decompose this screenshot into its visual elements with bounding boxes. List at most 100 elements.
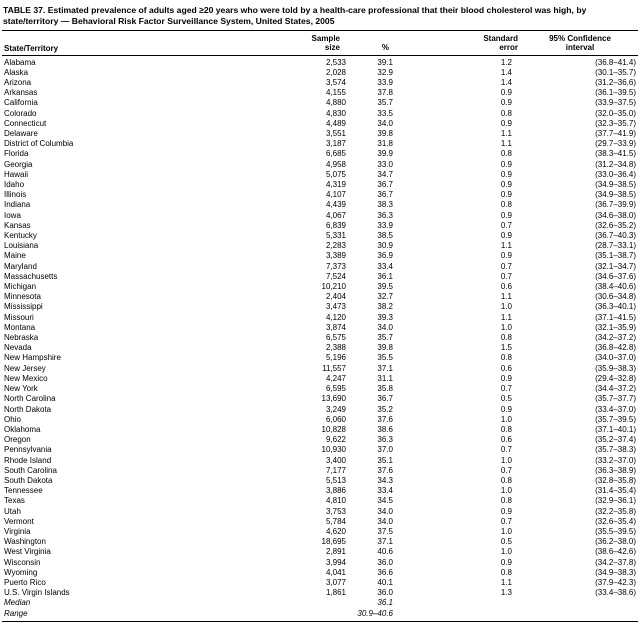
se-cell: 0.9	[500, 169, 512, 179]
pct-cell: 39.9	[377, 149, 393, 159]
state-cell: Connecticut	[4, 118, 47, 128]
ci-cell: (34.6–37.6)	[595, 271, 636, 281]
se-cell: 1.0	[500, 414, 512, 424]
pct-cell: 33.4	[377, 486, 393, 496]
ci-cell: (36.8–41.4)	[595, 57, 636, 67]
se-cell: 1.1	[500, 312, 512, 322]
sample-cell: 7,177	[325, 465, 346, 475]
pct-cell: 35.1	[377, 455, 393, 465]
state-cell: U.S. Virgin Islands	[4, 588, 70, 598]
se-cell: 0.8	[500, 149, 512, 159]
state-cell: Illinois	[4, 190, 27, 200]
ci-cell	[522, 609, 638, 619]
ci-cell: (32.3–35.7)	[595, 118, 636, 128]
se-cell: 0.9	[500, 231, 512, 241]
state-cell: Alabama	[4, 57, 36, 67]
table-row: Kansas 6,839 33.9 0.7 (32.6–35.2)	[2, 221, 638, 231]
table-row: Rhode Island 3,400 35.1 1.0 (33.2–37.0)	[2, 456, 638, 466]
header-line: error	[499, 43, 518, 53]
sample-cell: 4,810	[325, 496, 346, 506]
state-cell: Indiana	[4, 200, 31, 210]
pct-cell: 31.1	[377, 373, 393, 383]
pct-cell: 37.0	[377, 445, 393, 455]
sample-cell: 5,513	[325, 475, 346, 485]
se-cell: 0.9	[500, 210, 512, 220]
ci-cell: (29.4–32.8)	[595, 373, 636, 383]
se-cell: 0.7	[500, 445, 512, 455]
ci-cell: (38.6–42.6)	[595, 547, 636, 557]
col-header-sample-size: Sample size	[250, 34, 348, 53]
pct-cell: 34.0	[377, 118, 393, 128]
state-cell: Arizona	[4, 78, 32, 87]
se-cell: 1.1	[500, 129, 512, 139]
ci-cell: (36.2–38.0)	[595, 537, 636, 547]
table-row: South Dakota 5,513 34.3 0.8 (32.8–35.8)	[2, 476, 638, 486]
se-cell: 1.4	[500, 78, 512, 87]
pct-cell: 40.6	[377, 547, 393, 557]
pct-cell: 35.2	[377, 404, 393, 414]
pct-cell: 32.9	[377, 67, 393, 77]
state-cell: New Hampshire	[4, 353, 61, 363]
table-row: Iowa 4,067 36.3 0.9 (34.6–38.0)	[2, 211, 638, 221]
state-cell: Ohio	[4, 414, 21, 424]
pct-cell: 36.3	[377, 210, 393, 220]
pct-cell: 36.0	[377, 588, 393, 598]
table-row: Louisiana 2,283 30.9 1.1 (28.7–33.1)	[2, 241, 638, 251]
table-row: Median 36.1	[2, 598, 638, 608]
pct-cell: 36.7	[377, 180, 393, 190]
se-cell: 0.9	[500, 251, 512, 261]
sample-cell	[250, 598, 348, 608]
col-header-percent: %	[348, 34, 395, 53]
table-row: Maryland 7,373 33.4 0.7 (32.1–34.7)	[2, 262, 638, 272]
state-cell: West Virginia	[4, 547, 51, 557]
se-cell: 1.1	[500, 577, 512, 587]
se-cell: 0.8	[500, 567, 512, 577]
table-row: Wisconsin 3,994 36.0 0.9 (34.2–37.8)	[2, 558, 638, 568]
pct-cell: 33.9	[377, 78, 393, 87]
sample-cell: 4,041	[325, 567, 346, 577]
state-cell: Michigan	[4, 282, 37, 292]
se-cell: 0.9	[500, 118, 512, 128]
sample-cell: 5,075	[325, 169, 346, 179]
state-cell: Utah	[4, 506, 21, 516]
sample-cell: 13,690	[321, 394, 346, 404]
table-row: Arkansas 4,155 37.8 0.9 (36.1–39.5)	[2, 88, 638, 98]
pct-cell: 35.7	[377, 98, 393, 108]
table-row: Oregon 9,622 36.3 0.6 (35.2–37.4)	[2, 435, 638, 445]
table-row: Virginia 4,620 37.5 1.0 (35.5–39.5)	[2, 527, 638, 537]
state-cell: Hawaii	[4, 169, 29, 179]
se-cell: 0.8	[500, 333, 512, 343]
ci-cell: (32.1–35.9)	[595, 322, 636, 332]
ci-cell: (32.2–35.8)	[595, 506, 636, 516]
pct-cell: 38.2	[377, 302, 393, 312]
pct-cell: 34.3	[377, 475, 393, 485]
ci-cell: (35.7–39.5)	[595, 414, 636, 424]
table-title: TABLE 37. Estimated prevalence of adults…	[3, 5, 587, 26]
table-row: Mississippi 3,473 38.2 1.0 (36.3–40.1)	[2, 302, 638, 312]
table-row: New Mexico 4,247 31.1 0.9 (29.4–32.8)	[2, 374, 638, 384]
table-row: Hawaii 5,075 34.7 0.9 (33.0–36.4)	[2, 170, 638, 180]
pct-cell: 38.5	[377, 231, 393, 241]
pct-cell: 35.7	[377, 333, 393, 343]
pct-cell: 39.3	[377, 312, 393, 322]
table-row: Nebraska 6,575 35.7 0.8 (34.2–37.2)	[2, 333, 638, 343]
sample-cell: 5,196	[325, 353, 346, 363]
state-cell: Pennsylvania	[4, 445, 52, 455]
pct-cell: 35.8	[377, 384, 393, 394]
ci-cell: (31.2–34.8)	[595, 159, 636, 169]
ci-cell: (36.8–42.8)	[595, 343, 636, 353]
pct-cell: 31.8	[377, 139, 393, 149]
pct-cell: 37.5	[377, 526, 393, 536]
state-cell: New Mexico	[4, 373, 48, 383]
state-cell: North Carolina	[4, 394, 56, 404]
ci-cell: (34.6–38.0)	[595, 210, 636, 220]
pct-cell: 32.7	[377, 292, 393, 302]
se-cell: 0.9	[500, 373, 512, 383]
state-cell: Mississippi	[4, 302, 43, 312]
table-row: Wyoming 4,041 36.6 0.8 (34.9–38.3)	[2, 568, 638, 578]
sample-cell: 4,120	[325, 312, 346, 322]
sample-cell: 4,319	[325, 180, 346, 190]
table-row: New Jersey 11,557 37.1 0.6 (35.9–38.3)	[2, 364, 638, 374]
table-header-row: State/Territory Sample size % Standard e…	[2, 29, 638, 56]
table-row: Georgia 4,958 33.0 0.9 (31.2–34.8)	[2, 160, 638, 170]
